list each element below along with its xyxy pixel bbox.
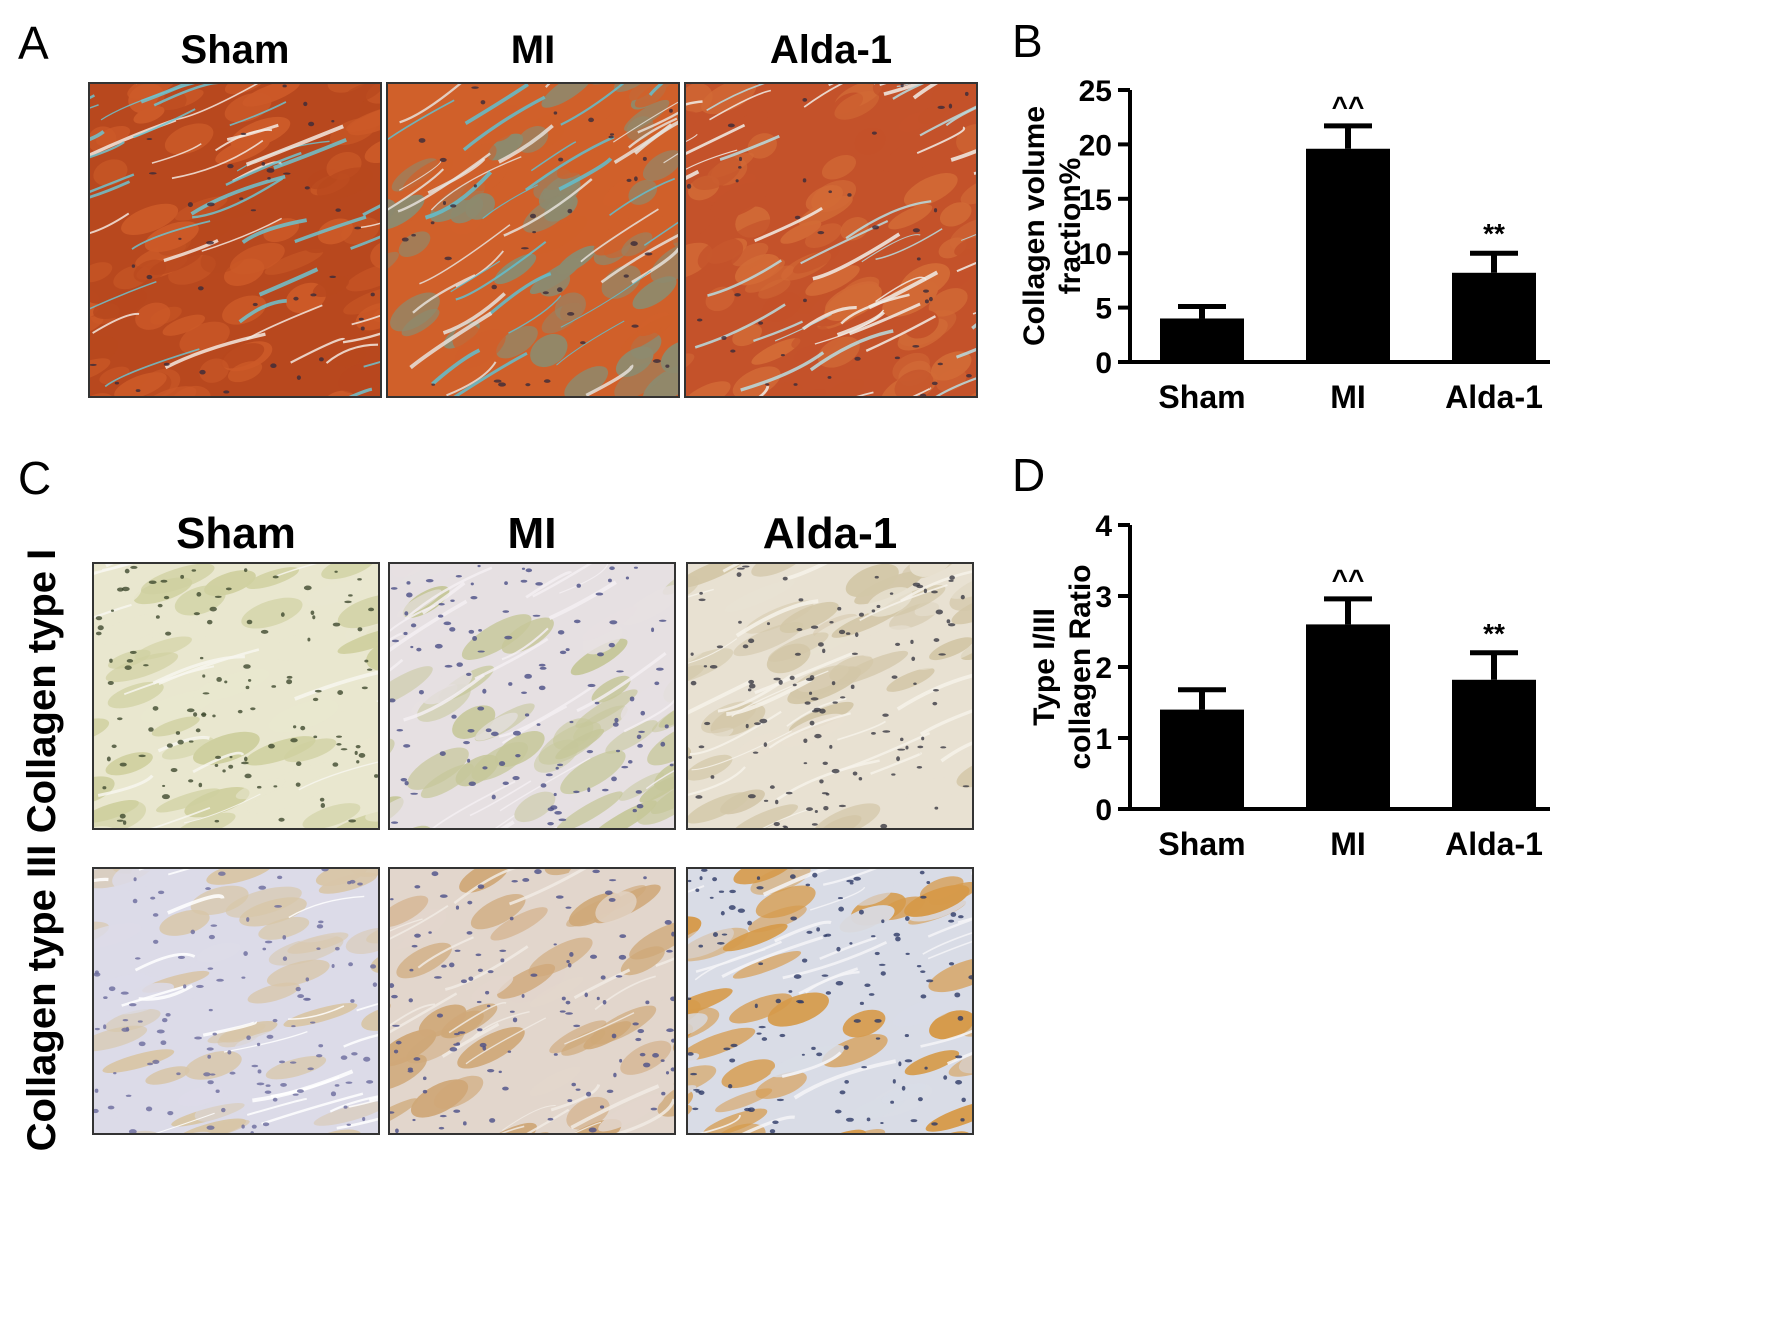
y-tick-label: 0	[1095, 347, 1112, 380]
chart-d-type-ratio: 0 1 2 3 4 Sham ^^ MI ** Alda-1 Type I/III collagen …	[1028, 510, 1550, 862]
panel-c-letter: C	[18, 452, 52, 504]
y-tick-label: 4	[1095, 510, 1112, 543]
panel-c-label-sham: Sham	[176, 509, 296, 558]
panel-a-label-alda1: Alda-1	[769, 28, 893, 72]
bar-alda-1	[1452, 272, 1536, 362]
x-tick-label: Alda-1	[1445, 826, 1543, 862]
row-label-collagen-type-iii: Collagen type III	[20, 844, 64, 1152]
bar-mi	[1306, 148, 1390, 362]
bar-alda-1	[1452, 679, 1536, 809]
panel-c-label-alda1: Alda-1	[762, 509, 898, 558]
significance-marker: ^^	[1332, 564, 1365, 595]
chart-b-collagen-volume-fraction: 0 5 10 15 20 25 Sham ^^ MI ** Alda-1 Collagen volum…	[1018, 75, 1550, 415]
y-axis-label: collagen Ratio	[1064, 564, 1097, 769]
panel-d-letter: D	[1012, 449, 1046, 501]
y-tick-label: 5	[1095, 293, 1112, 326]
ihc-type-iii-mi	[388, 867, 676, 1135]
ihc-type-i-sham	[92, 562, 380, 830]
y-tick-label: 15	[1079, 184, 1112, 217]
y-axis-label: Collagen volume	[1018, 106, 1051, 346]
significance-marker: **	[1483, 218, 1505, 249]
row-label-collagen-type-i: Collagen type I	[20, 548, 64, 834]
x-tick-label: Sham	[1158, 826, 1245, 862]
bar-sham	[1160, 709, 1244, 809]
y-tick-label: 0	[1095, 794, 1112, 827]
ihc-type-i-mi	[388, 562, 676, 830]
y-tick-label: 20	[1079, 129, 1112, 162]
y-tick-label: 25	[1079, 75, 1112, 108]
x-tick-label: MI	[1330, 826, 1366, 862]
significance-marker: ^^	[1332, 91, 1365, 122]
masson-image-mi	[386, 82, 680, 398]
significance-marker: **	[1483, 618, 1505, 649]
x-tick-label: MI	[1330, 379, 1366, 415]
panel-c-label-mi: MI	[507, 509, 557, 558]
panel-b-letter: B	[1012, 15, 1043, 67]
panel-a-label-mi: MI	[510, 28, 556, 72]
y-tick-label: 10	[1079, 238, 1112, 271]
panel-a-letter: A	[18, 17, 49, 69]
y-axis-label: Type I/III	[1028, 608, 1061, 726]
panel-a-label-sham: Sham	[180, 28, 290, 72]
ihc-type-iii-alda1	[686, 867, 974, 1135]
ihc-type-iii-sham	[92, 867, 380, 1135]
bar-mi	[1306, 624, 1390, 809]
masson-image-sham	[88, 82, 382, 398]
y-tick-label: 3	[1095, 581, 1112, 614]
y-axis-label: fraction%	[1054, 158, 1087, 295]
bar-sham	[1160, 318, 1244, 362]
y-tick-label: 1	[1095, 723, 1112, 756]
masson-image-alda1	[684, 82, 978, 398]
x-tick-label: Sham	[1158, 379, 1245, 415]
y-tick-label: 2	[1095, 652, 1112, 685]
x-tick-label: Alda-1	[1445, 379, 1543, 415]
ihc-type-i-alda1	[686, 562, 974, 830]
